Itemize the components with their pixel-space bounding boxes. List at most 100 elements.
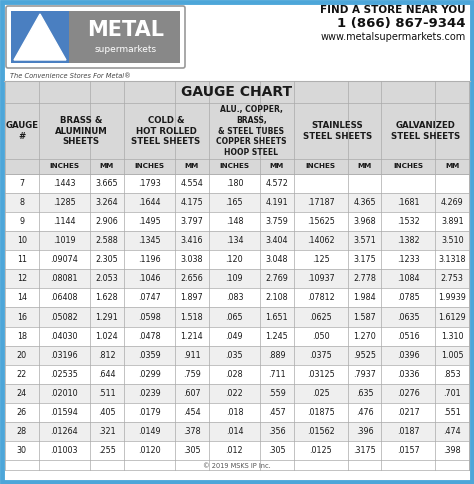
Text: .01003: .01003 (51, 446, 78, 455)
Text: 2.588: 2.588 (95, 236, 118, 245)
Text: 2.305: 2.305 (95, 255, 118, 264)
Text: 1.628: 1.628 (95, 293, 118, 302)
Bar (5, 159, 469, 174)
Text: 1.270: 1.270 (353, 332, 376, 341)
Text: .644: .644 (98, 370, 116, 378)
Text: 3.759: 3.759 (265, 217, 288, 226)
Text: .1644: .1644 (138, 198, 161, 207)
Text: .0299: .0299 (138, 370, 161, 378)
Text: 1.587: 1.587 (353, 313, 376, 321)
Text: 7: 7 (19, 179, 24, 188)
Text: .1443: .1443 (53, 179, 75, 188)
Text: 2.778: 2.778 (353, 274, 376, 283)
Text: .511: .511 (98, 389, 116, 398)
Text: GAUGE
#: GAUGE # (5, 121, 38, 141)
Text: .0359: .0359 (138, 350, 161, 360)
Text: .125: .125 (312, 255, 329, 264)
Text: INCHES: INCHES (306, 164, 336, 169)
Text: .15625: .15625 (307, 217, 335, 226)
Bar (5, 422, 469, 441)
Text: .1285: .1285 (53, 198, 76, 207)
Text: 16: 16 (17, 313, 27, 321)
Text: 30: 30 (17, 446, 27, 455)
Text: .911: .911 (183, 350, 201, 360)
Text: .889: .889 (268, 350, 286, 360)
Text: .853: .853 (444, 370, 461, 378)
Text: .0516: .0516 (397, 332, 420, 341)
Text: .1046: .1046 (138, 274, 161, 283)
Text: .1084: .1084 (397, 274, 419, 283)
Text: .3175: .3175 (353, 446, 376, 455)
Bar (5, 403, 469, 422)
FancyBboxPatch shape (6, 6, 185, 68)
Text: 11: 11 (17, 255, 27, 264)
Text: .457: .457 (268, 408, 286, 417)
Text: .1532: .1532 (397, 217, 420, 226)
Text: 1.024: 1.024 (95, 332, 118, 341)
Text: .0396: .0396 (397, 350, 420, 360)
Text: .405: .405 (98, 408, 116, 417)
Bar (5, 288, 469, 307)
Text: .701: .701 (444, 389, 461, 398)
Text: INCHES: INCHES (219, 164, 249, 169)
Text: .02010: .02010 (50, 389, 78, 398)
Text: .0149: .0149 (138, 427, 161, 436)
Text: 3.571: 3.571 (353, 236, 376, 245)
Text: ALU., COPPER,
BRASS,
& STEEL TUBES
COPPER SHEETS
HOOP STEEL: ALU., COPPER, BRASS, & STEEL TUBES COPPE… (216, 105, 286, 157)
Text: 1.651: 1.651 (265, 313, 288, 321)
Text: .635: .635 (356, 389, 374, 398)
Text: 1.897: 1.897 (181, 293, 203, 302)
Text: 2.753: 2.753 (441, 274, 464, 283)
Text: 4.572: 4.572 (265, 179, 288, 188)
Bar (69, 11, 180, 63)
Text: supermarkets: supermarkets (94, 45, 156, 54)
Bar (5, 174, 469, 193)
Text: MM: MM (445, 164, 459, 169)
Text: .7937: .7937 (353, 370, 376, 378)
Bar (5, 307, 469, 327)
Text: MM: MM (357, 164, 372, 169)
Text: 3.416: 3.416 (181, 236, 203, 245)
Text: .025: .025 (312, 389, 329, 398)
Text: .1382: .1382 (397, 236, 420, 245)
Text: .07812: .07812 (307, 293, 335, 302)
Text: .134: .134 (226, 236, 243, 245)
Text: INCHES: INCHES (134, 164, 164, 169)
Text: 3.797: 3.797 (181, 217, 203, 226)
Text: .1495: .1495 (138, 217, 161, 226)
Text: .9525: .9525 (353, 350, 376, 360)
Text: .04030: .04030 (51, 332, 78, 341)
Text: 1.518: 1.518 (181, 313, 203, 321)
Text: INCHES: INCHES (49, 164, 79, 169)
Text: 3.048: 3.048 (266, 255, 288, 264)
Text: .378: .378 (183, 427, 201, 436)
Text: 1.310: 1.310 (441, 332, 464, 341)
Text: 3.175: 3.175 (353, 255, 376, 264)
Text: .0375: .0375 (310, 350, 332, 360)
Text: .050: .050 (312, 332, 329, 341)
Text: 2.906: 2.906 (95, 217, 118, 226)
Text: 2.656: 2.656 (181, 274, 203, 283)
Text: 22: 22 (17, 370, 27, 378)
Text: 8: 8 (19, 198, 24, 207)
Text: .0125: .0125 (310, 446, 332, 455)
Text: 10: 10 (17, 236, 27, 245)
Text: .0120: .0120 (138, 446, 161, 455)
Text: .17187: .17187 (307, 198, 335, 207)
Text: 1.291: 1.291 (95, 313, 118, 321)
Text: .05082: .05082 (50, 313, 78, 321)
Text: 2.108: 2.108 (265, 293, 288, 302)
Text: .083: .083 (226, 293, 243, 302)
Text: .0478: .0478 (138, 332, 161, 341)
Text: 3.665: 3.665 (95, 179, 118, 188)
Text: 18: 18 (17, 332, 27, 341)
Text: .255: .255 (98, 446, 116, 455)
Text: .01562: .01562 (307, 427, 335, 436)
Bar (5, 441, 469, 460)
Text: .0217: .0217 (397, 408, 420, 417)
Bar (5, 81, 469, 103)
Text: .035: .035 (226, 350, 243, 360)
Bar (5, 212, 469, 231)
Text: .10937: .10937 (307, 274, 335, 283)
Text: .148: .148 (226, 217, 243, 226)
